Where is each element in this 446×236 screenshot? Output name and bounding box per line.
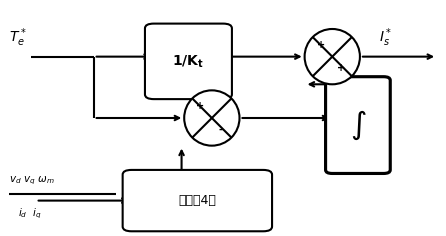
Text: -: - xyxy=(219,125,223,135)
Text: 公式（4）: 公式（4） xyxy=(178,194,216,207)
Text: +: + xyxy=(196,101,204,111)
Text: $T_e^*$: $T_e^*$ xyxy=(9,26,27,49)
Text: +: + xyxy=(337,63,345,73)
FancyBboxPatch shape xyxy=(326,77,390,173)
Text: +: + xyxy=(317,40,325,50)
Ellipse shape xyxy=(305,29,360,84)
FancyBboxPatch shape xyxy=(123,170,272,231)
Text: $v_d\ v_q\ \omega_m$: $v_d\ v_q\ \omega_m$ xyxy=(9,174,55,187)
Text: $i_d\ \ i_q$: $i_d\ \ i_q$ xyxy=(18,206,41,221)
Ellipse shape xyxy=(184,90,240,146)
FancyBboxPatch shape xyxy=(145,24,232,99)
Text: $\mathbf{1/K_t}$: $\mathbf{1/K_t}$ xyxy=(173,53,204,70)
Text: $\int$: $\int$ xyxy=(350,108,366,142)
Text: $I_s^*$: $I_s^*$ xyxy=(379,26,392,49)
